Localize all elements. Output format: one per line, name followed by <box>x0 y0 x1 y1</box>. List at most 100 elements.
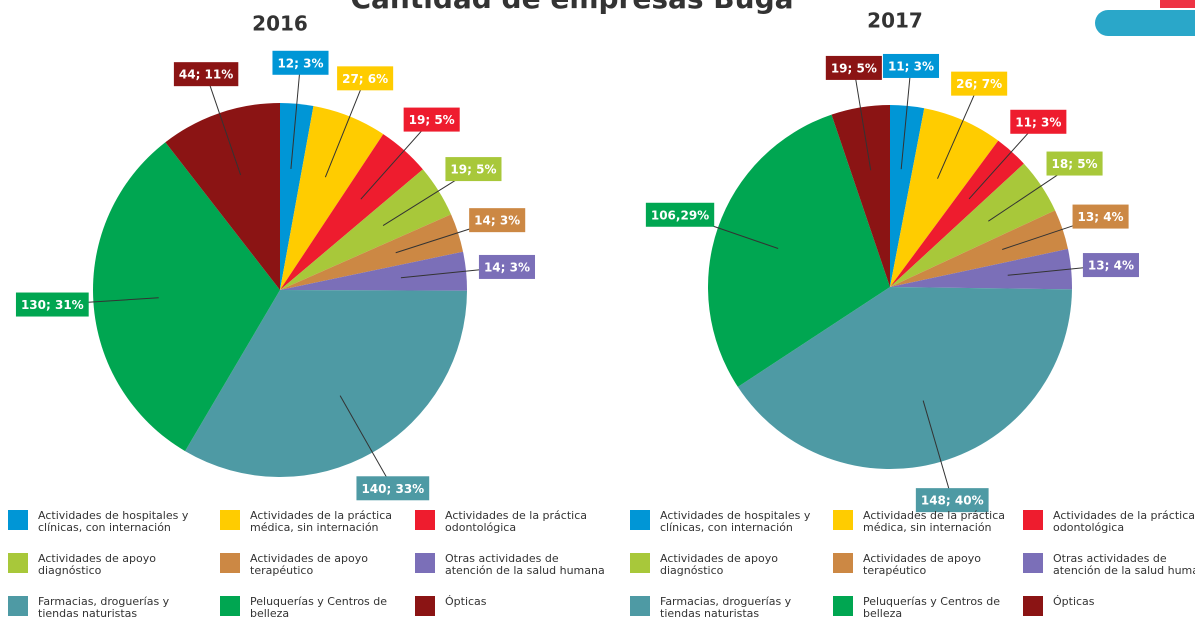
data-label: 19; 5% <box>409 113 455 127</box>
label-box <box>951 71 1008 96</box>
legend-label: Farmacias, droguerías y tiendas naturist… <box>660 595 792 620</box>
leader-line <box>937 83 980 179</box>
label-box <box>1072 204 1129 229</box>
legend-item: Actividades de apoyo diagnóstico <box>630 553 820 577</box>
data-label: 140; 33% <box>361 482 424 496</box>
label-box <box>356 476 430 501</box>
pie-slice <box>185 290 467 478</box>
legend-label: Otras actividades de atención de la salu… <box>1053 552 1195 577</box>
legend-swatch <box>415 596 435 616</box>
legend-label: Peluquerías y Centros de belleza <box>863 595 1001 620</box>
legend-item: Actividades de apoyo diagnóstico <box>8 553 198 577</box>
legend-item: Otras actividades de atención de la salu… <box>415 553 605 577</box>
legend-item: Ópticas <box>415 596 605 616</box>
pie-slice <box>165 103 280 290</box>
pie-slice <box>280 134 423 290</box>
legend-label: Actividades de la práctica odontológica <box>445 509 588 534</box>
label-box <box>478 254 536 279</box>
legend-item: Actividades de la práctica médica, sin i… <box>220 510 410 534</box>
legend-item: Ópticas <box>1023 596 1195 616</box>
label-box <box>1082 253 1139 278</box>
leader-line <box>900 65 912 170</box>
legend-item: Peluquerías y Centros de belleza <box>833 596 1023 620</box>
legend-swatch <box>220 553 240 573</box>
legend-label: Actividades de hospitales y clínicas, co… <box>38 509 189 534</box>
label-box <box>915 488 989 513</box>
main-title: Cantidad de empresas Buga <box>350 0 793 15</box>
legend-swatch <box>833 596 853 616</box>
chart-title: 2017 <box>867 9 923 33</box>
leader-line <box>360 119 433 200</box>
legend-swatch <box>630 553 650 573</box>
pie-slice <box>890 163 1056 287</box>
leader-line <box>853 67 872 171</box>
legend-label: Peluquerías y Centros de belleza <box>250 595 388 620</box>
data-label: 106,29% <box>651 208 709 222</box>
legend-item: Farmacias, droguerías y tiendas naturist… <box>8 596 198 620</box>
legend-item: Farmacias, droguerías y tiendas naturist… <box>630 596 820 620</box>
legend-item: Actividades de la práctica odontológica <box>1023 510 1195 534</box>
label-box <box>882 53 940 78</box>
legend-swatch <box>833 553 853 573</box>
data-label: 18; 5% <box>1052 157 1098 171</box>
leader-line <box>290 62 301 169</box>
legend-item: Actividades de hospitales y clínicas, co… <box>630 510 820 534</box>
legend-item: Actividades de apoyo terapéutico <box>833 553 1023 577</box>
pie-slice <box>890 105 925 287</box>
legend-label: Actividades de hospitales y clínicas, co… <box>660 509 811 534</box>
data-label: 26; 7% <box>956 77 1002 91</box>
pie-slice <box>737 287 1072 470</box>
legend-label: Ópticas <box>1053 595 1095 608</box>
legend-swatch <box>415 553 435 573</box>
data-label: 27; 6% <box>342 72 388 86</box>
data-label: 11; 3% <box>1015 115 1061 129</box>
label-box <box>1046 151 1103 176</box>
label-box <box>645 202 715 227</box>
leader-line <box>968 121 1039 200</box>
data-label: 11; 3% <box>888 59 934 73</box>
label-box <box>1010 109 1067 134</box>
legend-swatch <box>630 596 650 616</box>
leader-line <box>339 395 394 489</box>
pie-slice <box>280 103 314 290</box>
data-label: 13; 4% <box>1088 259 1134 273</box>
legend-label: Actividades de la práctica médica, sin i… <box>863 509 1006 534</box>
legend-swatch <box>833 510 853 530</box>
label-box <box>337 66 394 91</box>
data-label: 130; 31% <box>21 298 84 312</box>
legend-swatch <box>1023 553 1043 573</box>
legend-item: Actividades de la práctica odontológica <box>415 510 605 534</box>
legend-item: Actividades de apoyo terapéutico <box>220 553 410 577</box>
legend-swatch <box>1023 510 1043 530</box>
legend-swatch <box>220 596 240 616</box>
legend-label: Actividades de la práctica odontológica <box>1053 509 1195 534</box>
pie-slice <box>280 106 384 290</box>
pie-slice <box>280 214 464 290</box>
leader-line <box>324 78 366 178</box>
data-label: 148; 40% <box>921 494 984 508</box>
legend-label: Farmacias, droguerías y tiendas naturist… <box>38 595 170 620</box>
data-label: 13; 4% <box>1078 210 1124 224</box>
pie-slice <box>890 108 999 287</box>
legend-swatch <box>220 510 240 530</box>
data-label: 19; 5% <box>450 163 496 177</box>
label-box <box>469 208 526 233</box>
decor-tab-red <box>1160 0 1195 8</box>
legend-label: Actividades de apoyo terapéutico <box>250 552 368 577</box>
leader-line <box>205 74 242 176</box>
data-label: 14; 3% <box>474 214 520 228</box>
legend-swatch <box>415 510 435 530</box>
legend-item: Peluquerías y Centros de belleza <box>220 596 410 620</box>
chart-title: 2016 <box>252 12 308 36</box>
data-label: 44; 11% <box>179 68 233 82</box>
decor-tab <box>1095 10 1195 36</box>
label-box <box>15 292 89 317</box>
legend-item: Otras actividades de atención de la salu… <box>1023 553 1195 577</box>
leader-line <box>922 400 953 501</box>
legend-item: Actividades de la práctica médica, sin i… <box>833 510 1023 534</box>
legend-label: Ópticas <box>445 595 487 608</box>
pie-slice <box>890 140 1024 287</box>
legend-label: Actividades de apoyo diagnóstico <box>660 552 778 577</box>
